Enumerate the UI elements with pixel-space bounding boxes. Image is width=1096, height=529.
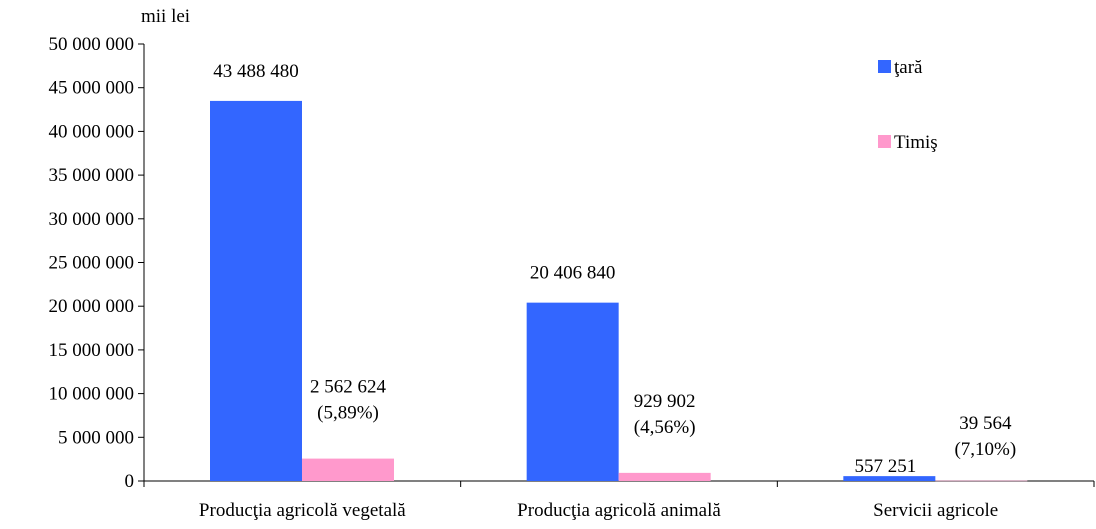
- bar-tara: [843, 476, 936, 481]
- data-label: 2 562 624 (5,89%): [310, 377, 387, 424]
- x-category-label: Servicii agricole: [873, 500, 998, 521]
- data-label: 20 406 840: [530, 263, 616, 284]
- legend-label-tara: ţară: [894, 57, 923, 78]
- y-tick-label: 20 000 000: [49, 296, 135, 317]
- legend-swatch-tara: [878, 60, 891, 73]
- y-tick-label: 10 000 000: [49, 384, 135, 405]
- y-tick-label: 25 000 000: [49, 253, 135, 274]
- y-axis: mii lei 0 5 000 000 10 000 000 15 000 000 20 …: [49, 6, 191, 492]
- legend-swatch-timis: [878, 135, 891, 148]
- data-label-line: (4,56%): [634, 417, 696, 438]
- data-label: 43 488 480: [213, 61, 299, 82]
- data-label-line: 43 488 480: [213, 61, 299, 82]
- data-label: 557 251: [854, 456, 916, 477]
- y-tick-label: 15 000 000: [49, 340, 135, 361]
- data-label-line: (5,89%): [317, 403, 379, 424]
- x-axis: Producţia agricolă vegetală Producţia agr…: [143, 480, 1095, 521]
- data-label-line: 2 562 624: [310, 377, 387, 398]
- data-label-line: 39 564: [959, 413, 1012, 434]
- data-label-line: 557 251: [854, 456, 916, 477]
- bar-tara: [526, 302, 619, 481]
- bar-timis: [935, 480, 1028, 482]
- y-tick-label: 5 000 000: [58, 427, 134, 448]
- legend: ţară Timiş: [878, 57, 938, 153]
- y-tick-label: 45 000 000: [49, 78, 135, 99]
- x-category-label: Producţia agricolă animală: [517, 500, 721, 521]
- y-tick-label: 0: [125, 471, 135, 492]
- bars: [210, 100, 1028, 482]
- y-tick-label: 40 000 000: [49, 121, 135, 142]
- bar-timis: [618, 472, 711, 481]
- bar-timis: [302, 458, 394, 481]
- data-labels: 43 488 480 20 406 840 557 251 2 562 624 (5,8…: [213, 61, 1016, 477]
- x-category-label: Producţia agricolă vegetală: [199, 500, 406, 521]
- data-label-line: 929 902: [634, 391, 696, 412]
- y-tick-label: 50 000 000: [49, 34, 135, 55]
- y-tick-label: 30 000 000: [49, 209, 135, 230]
- y-tick-label: 35 000 000: [49, 165, 135, 186]
- data-label-line: (7,10%): [954, 439, 1016, 460]
- y-unit-label: mii lei: [141, 6, 190, 27]
- data-label: 929 902 (4,56%): [634, 391, 696, 438]
- data-label: 39 564 (7,10%): [954, 413, 1016, 460]
- data-label-line: 20 406 840: [530, 263, 616, 284]
- legend-label-timis: Timiş: [894, 132, 938, 153]
- bar-tara: [210, 100, 302, 482]
